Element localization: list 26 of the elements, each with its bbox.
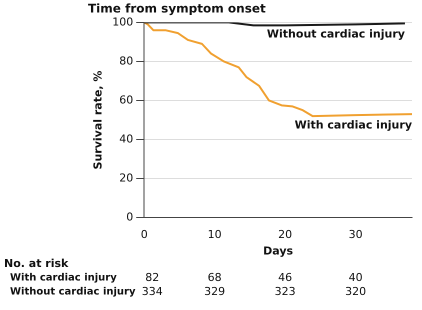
y-tick-label: 60 <box>119 93 134 106</box>
text: With cardiac injury <box>10 272 118 284</box>
x-tick-label: 30 <box>348 228 363 242</box>
x-tick-label: 10 <box>208 228 222 242</box>
x-tick-label: 0 <box>140 228 148 242</box>
y-tick-label: 20 <box>119 171 134 184</box>
text: 323 <box>274 284 296 298</box>
text: 329 <box>204 284 226 298</box>
text: 334 <box>142 284 163 298</box>
y-tick-label: 40 <box>119 132 134 146</box>
text: 68 <box>208 270 222 284</box>
text: 46 <box>278 270 292 284</box>
x-axis-title: Days <box>263 244 294 258</box>
text: No. at risk <box>4 256 70 270</box>
series-label: With cardiac injury <box>294 118 412 132</box>
y-tick-label: 80 <box>119 54 134 68</box>
series-label: Without cardiac injury <box>266 28 405 41</box>
y-axis-title: Survival rate, % <box>91 70 104 170</box>
y-tick-label: 100 <box>112 15 134 28</box>
y-tick-label: 0 <box>126 210 134 224</box>
text: Without cardiac injury <box>10 286 136 298</box>
text: 320 <box>345 284 366 298</box>
text: 40 <box>348 270 363 284</box>
text: 82 <box>145 270 160 284</box>
chart-title: Time from symptom onset <box>88 1 266 16</box>
x-tick-label: 20 <box>278 228 292 242</box>
